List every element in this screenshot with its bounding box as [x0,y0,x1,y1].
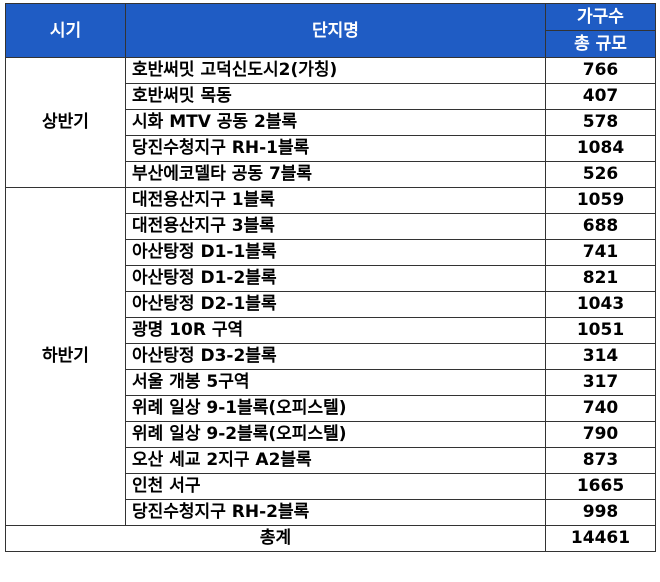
table-row: 위례 일상 9-1블록(오피스텔) 740 [6,395,656,422]
table-header: 시기 단지명 가구수 총 규모 [5,3,656,58]
name-header: 단지명 [125,3,546,58]
table-row: 상반기 호반써밋 고덕신도시2(가칭) 766 [5,57,656,188]
unit-count: 314 [545,343,656,370]
period-cell: 상반기 [5,57,126,188]
total-units: 14461 [545,525,656,552]
unit-count: 766 [545,57,656,84]
unit-count: 741 [545,239,656,266]
units-header: 가구수 [545,3,656,31]
table-footer: 총계 14461 [5,525,656,552]
period-header: 시기 [5,3,126,58]
complex-name: 인천 서구 [125,473,546,500]
unit-table: 시기 단지명 가구수 총 규모 상반기 호반써밋 고덕신도시2(가칭) 766 호반써… [5,3,656,552]
table-row: 광명 10R 구역 1051 [6,317,656,344]
unit-count: 998 [545,499,656,526]
units-subheader: 총 규모 [545,30,656,58]
complex-name: 서울 개봉 5구역 [125,369,546,396]
table-row: 당진수청지구 RH-1블록 1084 [6,135,656,162]
complex-name: 아산탕정 D1-2블록 [125,265,546,292]
table-row: 서울 개봉 5구역 317 [6,369,656,396]
unit-count: 1665 [545,473,656,500]
complex-name: 당진수청지구 RH-1블록 [125,135,546,162]
complex-name: 당진수청지구 RH-2블록 [125,499,546,526]
complex-name: 부산에코델타 공동 7블록 [125,161,546,188]
complex-name: 광명 10R 구역 [125,317,546,344]
unit-count: 790 [545,421,656,448]
complex-name: 대전용산지구 3블록 [125,213,546,240]
complex-name: 시화 MTV 공동 2블록 [125,109,546,136]
complex-name: 대전용산지구 1블록 [125,187,546,214]
complex-name: 위례 일상 9-1블록(오피스텔) [125,395,546,422]
table-body: 상반기 호반써밋 고덕신도시2(가칭) 766 호반써밋 목동 407 시화 MTV 공동… [5,57,656,526]
table-row: 부산에코델타 공동 7블록 526 [6,161,656,188]
unit-count: 1051 [545,317,656,344]
complex-name: 위례 일상 9-2블록(오피스텔) [125,421,546,448]
complex-name: 호반써밋 목동 [125,83,546,110]
complex-name: 아산탕정 D2-1블록 [125,291,546,318]
complex-name: 아산탕정 D1-1블록 [125,239,546,266]
table-row: 당진수청지구 RH-2블록 998 [6,499,656,526]
table-row: 아산탕정 D2-1블록 1043 [6,291,656,318]
unit-count: 1043 [545,291,656,318]
total-label: 총계 [5,525,546,552]
table-row: 아산탕정 D1-2블록 821 [6,265,656,292]
unit-count: 1059 [545,187,656,214]
complex-name: 아산탕정 D3-2블록 [125,343,546,370]
unit-count: 578 [545,109,656,136]
unit-count: 873 [545,447,656,474]
unit-count: 317 [545,369,656,396]
unit-count: 740 [545,395,656,422]
table-row: 호반써밋 목동 407 [6,83,656,110]
table-row: 대전용산지구 3블록 688 [6,213,656,240]
table-row: 위례 일상 9-2블록(오피스텔) 790 [6,421,656,448]
complex-name: 오산 세교 2지구 A2블록 [125,447,546,474]
unit-count: 688 [545,213,656,240]
table-row: 오산 세교 2지구 A2블록 873 [6,447,656,474]
unit-count: 1084 [545,135,656,162]
unit-count: 821 [545,265,656,292]
table-row: 하반기 대전용산지구 1블록 1059 [5,187,656,526]
complex-name: 호반써밋 고덕신도시2(가칭) [125,57,546,84]
unit-count: 407 [545,83,656,110]
unit-count: 526 [545,161,656,188]
period-cell: 하반기 [5,187,126,526]
table-row: 아산탕정 D1-1블록 741 [6,239,656,266]
